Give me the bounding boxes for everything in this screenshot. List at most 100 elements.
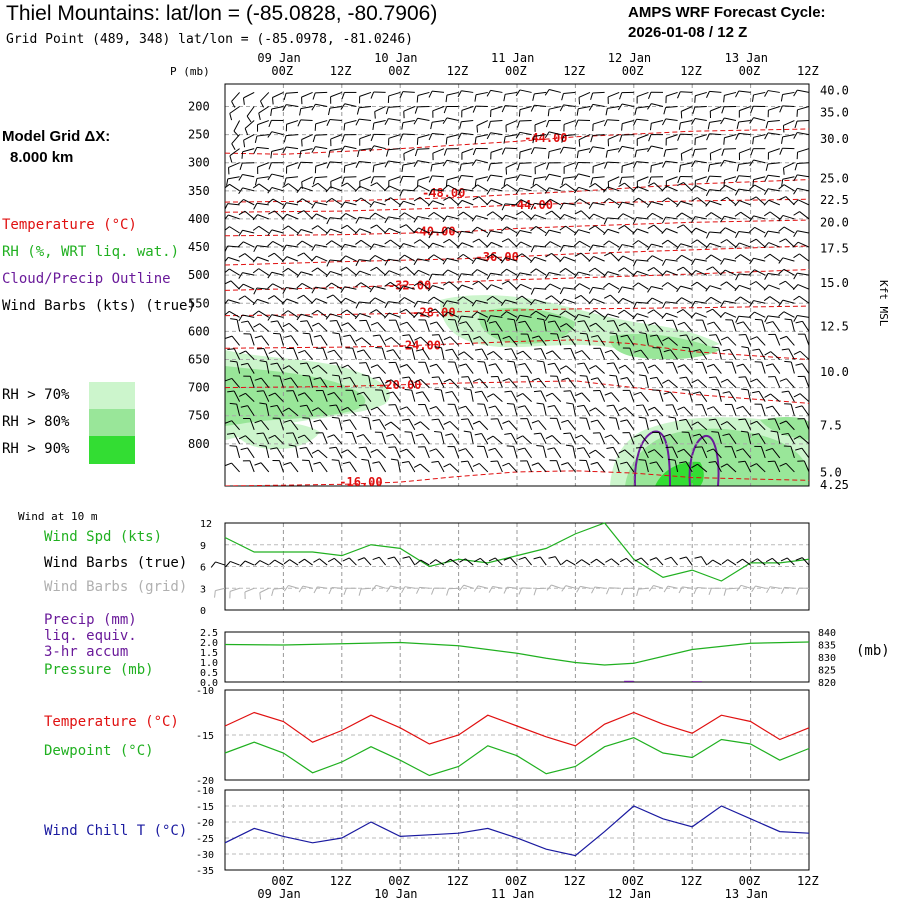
wind-barb	[578, 91, 591, 98]
wind-barb	[227, 390, 235, 393]
wind-barb	[218, 116, 222, 122]
wind-barb	[734, 200, 740, 207]
temp-panel-frame	[224, 689, 810, 781]
wind-barb	[693, 349, 701, 352]
wind-barb	[358, 446, 366, 449]
wind-barb	[253, 287, 258, 295]
wind-barb	[640, 349, 649, 360]
wind-barb	[764, 175, 769, 182]
wind-barb	[767, 90, 780, 93]
wind-barb	[381, 347, 387, 360]
wind-barb	[559, 183, 566, 189]
wind-barb	[311, 103, 316, 111]
wind-barb	[256, 134, 269, 137]
wind-barb	[668, 337, 678, 346]
wind-barb	[225, 470, 226, 472]
wind-barb	[674, 417, 679, 430]
wind-barb	[312, 92, 316, 100]
wind-barb	[723, 95, 725, 103]
pressure-tick-label: 820	[818, 678, 836, 689]
wind-barb	[754, 184, 766, 192]
wind-barb	[332, 294, 343, 304]
wind-barb	[527, 376, 533, 388]
wind-barb	[233, 120, 241, 132]
wind-barb	[530, 183, 537, 189]
wind-barb	[225, 302, 226, 304]
wind-barb	[621, 244, 634, 248]
wind-barb	[715, 334, 722, 346]
wind-barb	[296, 283, 303, 289]
wind-barb	[349, 419, 357, 431]
wind-barb	[515, 174, 521, 181]
wind-barb	[361, 337, 372, 346]
wind-barb	[243, 283, 255, 290]
wind-barb	[592, 244, 605, 248]
wind-barb	[486, 253, 493, 259]
wind-barb	[261, 335, 270, 346]
wind-barb	[438, 418, 445, 431]
wind-barb	[432, 120, 445, 123]
wind-barb	[785, 420, 795, 431]
wind-barb	[681, 106, 693, 112]
wind-barb	[695, 134, 707, 139]
wind-barb	[265, 403, 270, 416]
wind-barb	[768, 242, 780, 248]
pressure-tick-label: 200	[188, 99, 210, 113]
wind-barb	[680, 200, 693, 206]
wind-barb	[756, 463, 766, 473]
wind-barb	[520, 283, 532, 290]
wind-barb	[270, 151, 273, 159]
wind-barb	[271, 271, 284, 276]
wind-barb	[330, 176, 342, 182]
wind-barb	[472, 148, 477, 156]
wind-barb	[674, 460, 679, 473]
wind-barb	[209, 285, 214, 290]
wind-barb	[384, 160, 389, 168]
wind-barb	[564, 256, 576, 262]
wind-barb	[561, 93, 564, 101]
wind-barb	[783, 162, 795, 169]
wind-barb	[494, 405, 503, 417]
wind-barb	[647, 309, 654, 314]
wind-barb	[465, 448, 474, 459]
wind-barb	[288, 444, 296, 447]
wind-barb	[593, 298, 605, 304]
wind-barb	[486, 242, 492, 248]
wind-barb	[432, 231, 445, 234]
wind-barb	[646, 201, 652, 208]
wind-barb	[648, 322, 656, 326]
wind-barb	[530, 147, 535, 155]
wind-barb	[474, 94, 477, 102]
wind-barb	[608, 240, 620, 248]
wind-barb	[551, 253, 562, 262]
wind-barb	[225, 176, 226, 178]
wind-barb	[610, 392, 620, 402]
wind-barb	[517, 447, 525, 451]
wind-barb	[325, 197, 333, 203]
wind-barb	[370, 309, 377, 314]
wind-barb	[331, 459, 339, 461]
rh-region	[655, 461, 704, 486]
wind-barb	[534, 287, 547, 290]
wind-barb	[238, 314, 243, 322]
wind-barb	[461, 175, 474, 178]
wind-barb	[697, 197, 708, 206]
wind-barb	[690, 185, 697, 192]
wind-barb	[724, 227, 737, 234]
surface-wind-barb	[721, 559, 728, 565]
height-tick-label: 17.5	[820, 242, 849, 256]
wind-barb	[559, 256, 565, 263]
wind-barb	[799, 435, 809, 445]
surface-wind-barb	[444, 558, 451, 564]
wind-barb	[516, 393, 524, 398]
date-label-top: 09 Jan	[257, 51, 300, 65]
wind-barb	[330, 134, 342, 140]
wind-barb	[474, 179, 477, 187]
wind-barb	[678, 165, 681, 173]
wind-barb	[681, 297, 693, 304]
wind-barb	[252, 183, 260, 189]
wind-barb	[311, 202, 316, 209]
wind-barb	[768, 106, 780, 111]
wind-barb	[761, 404, 766, 416]
wind-barb	[772, 363, 781, 374]
